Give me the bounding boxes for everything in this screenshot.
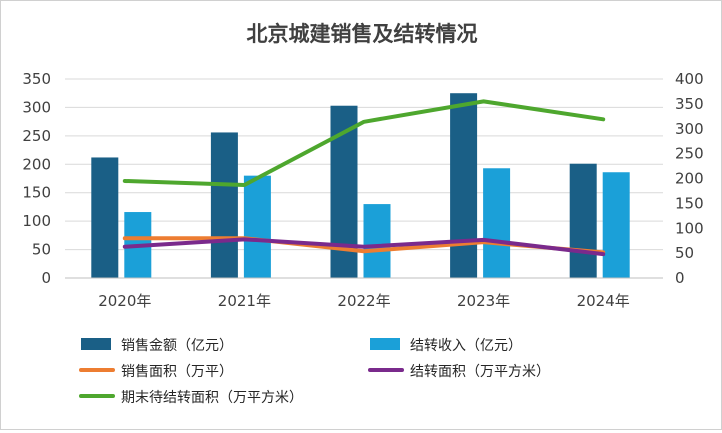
right-tick-label: 100 [675, 219, 704, 237]
bar-sales-amount [91, 157, 119, 278]
right-tick-label: 250 [675, 145, 704, 163]
x-tick-label: 2023年 [457, 292, 510, 310]
x-tick-label: 2020年 [98, 292, 151, 310]
x-tick-label: 2021年 [218, 292, 271, 310]
left-tick-label: 100 [22, 212, 51, 230]
x-tick-label: 2024年 [577, 292, 630, 310]
right-tick-label: 200 [675, 170, 704, 188]
legend: 销售金额（亿元） 结转收入（亿元） 销售面积（万平） 结转面积（万平方米） 期末待结转面… [79, 338, 550, 406]
lines [122, 99, 606, 257]
legend-label: 结转面积（万平方米） [410, 364, 550, 380]
left-tick-label: 50 [32, 241, 51, 259]
right-tick-label: 350 [675, 95, 704, 113]
legend-label: 销售面积（万平） [121, 364, 233, 380]
x-axis: 2020年 2021年 2022年 2023年 2024年 [65, 277, 663, 310]
left-tick-label: 300 [22, 98, 51, 116]
legend-swatch [81, 338, 111, 350]
left-tick-label: 250 [22, 127, 51, 145]
bar-settled-revenue [243, 175, 271, 278]
legend-label: 期末待结转面积（万平方米） [121, 390, 303, 406]
bar-sales-amount [569, 163, 597, 278]
bar-settled-revenue [602, 172, 630, 278]
right-tick-label: 150 [675, 194, 704, 212]
bar-sales-amount [450, 93, 478, 278]
bar-settled-revenue [483, 168, 511, 278]
settled-area-line [122, 237, 606, 257]
chart-title: 北京城建销售及结转情况 [247, 22, 478, 46]
legend-swatch [370, 338, 400, 350]
left-tick-label: 0 [41, 269, 51, 287]
right-tick-label: 300 [675, 120, 704, 138]
legend-label: 销售金额（亿元） [121, 338, 233, 354]
left-tick-label: 200 [22, 155, 51, 173]
pending-area-line [122, 99, 606, 187]
bar-settled-revenue [363, 204, 391, 278]
right-y-axis: 0 50 100 150 200 250 300 350 400 [675, 70, 704, 287]
left-tick-label: 150 [22, 184, 51, 202]
right-tick-label: 50 [675, 244, 694, 262]
bar-sales-amount [210, 132, 238, 278]
right-tick-label: 0 [675, 269, 685, 287]
left-tick-label: 350 [22, 70, 51, 88]
left-y-axis: 0 50 100 150 200 250 300 350 [22, 70, 51, 287]
x-tick-label: 2022年 [337, 292, 390, 310]
legend-label: 结转收入（亿元） [410, 338, 522, 354]
right-tick-label: 400 [675, 70, 704, 88]
